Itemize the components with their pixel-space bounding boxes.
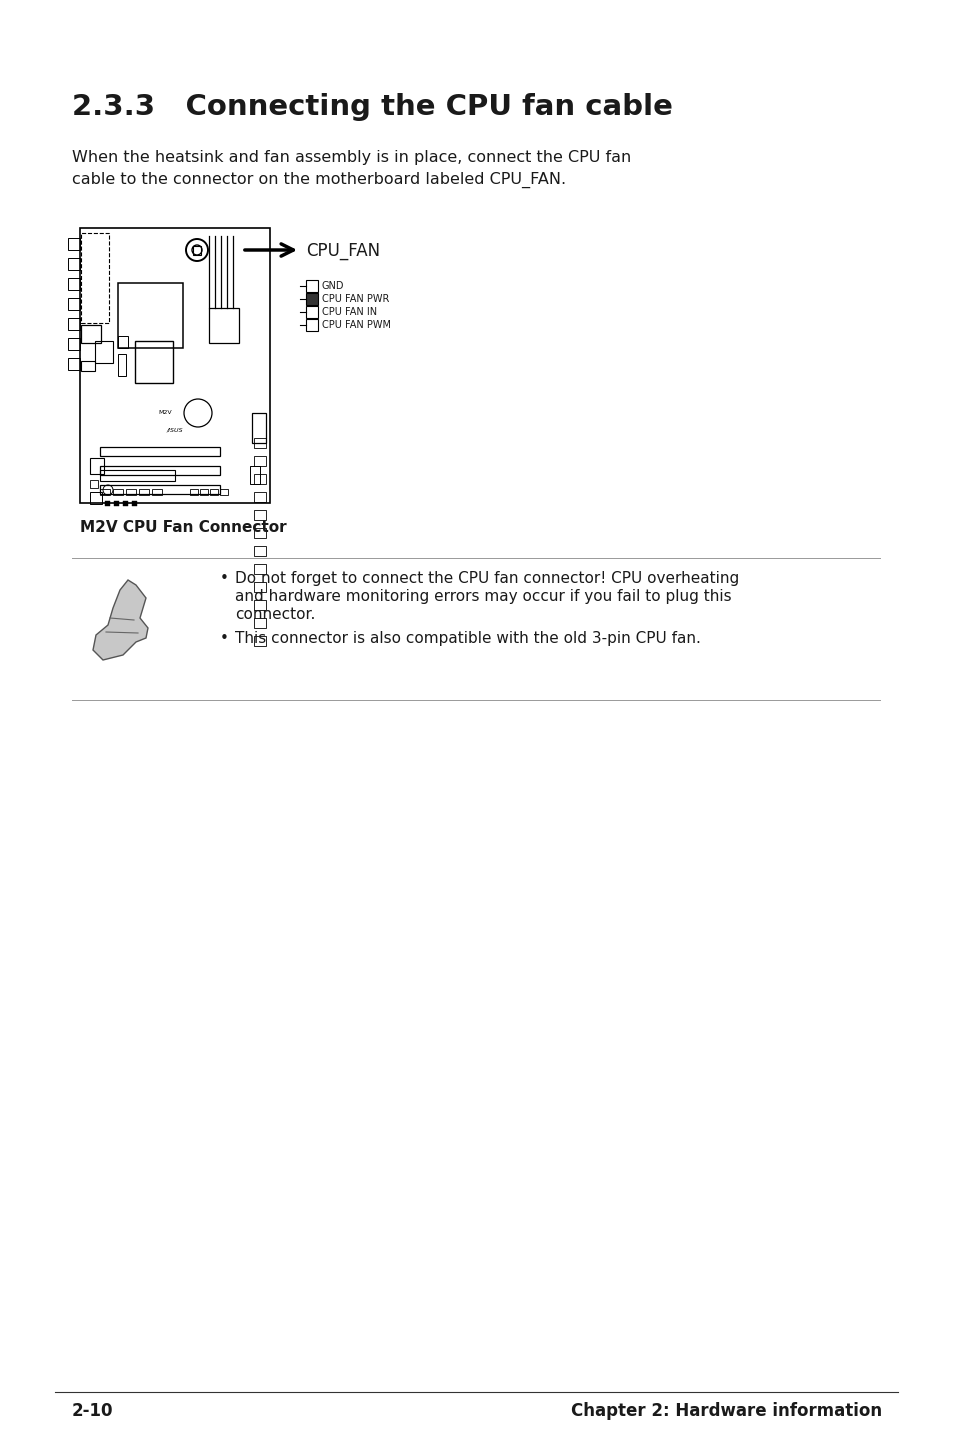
Bar — [118, 354, 126, 375]
Text: When the heatsink and fan assembly is in place, connect the CPU fan: When the heatsink and fan assembly is in… — [71, 150, 631, 165]
Text: GND: GND — [322, 280, 344, 290]
Bar — [81, 233, 109, 324]
Bar — [118, 283, 183, 348]
Text: /ISUS: /ISUS — [167, 427, 183, 433]
Bar — [253, 510, 266, 521]
Bar — [68, 257, 80, 270]
Bar — [95, 341, 112, 362]
Bar — [100, 485, 220, 495]
Text: Do not forget to connect the CPU fan connector! CPU overheating: Do not forget to connect the CPU fan con… — [234, 571, 739, 587]
Bar — [112, 489, 123, 495]
Text: cable to the connector on the motherboard labeled CPU_FAN.: cable to the connector on the motherboar… — [71, 173, 565, 188]
Bar — [90, 492, 102, 503]
Bar — [81, 325, 101, 344]
Bar — [113, 500, 119, 506]
Bar — [68, 358, 80, 370]
Bar — [100, 489, 110, 495]
Bar — [200, 489, 208, 495]
Bar — [139, 489, 149, 495]
Bar — [253, 564, 266, 574]
Bar — [252, 413, 266, 443]
Bar — [135, 341, 172, 383]
Bar — [253, 636, 266, 646]
Bar — [253, 439, 266, 449]
Bar — [68, 278, 80, 290]
Bar — [306, 280, 317, 292]
Bar — [123, 500, 128, 506]
Bar — [306, 319, 317, 331]
Bar — [306, 306, 317, 318]
Bar — [250, 466, 260, 485]
Bar — [118, 336, 128, 348]
Text: and hardware monitoring errors may occur if you fail to plug this: and hardware monitoring errors may occur… — [234, 590, 731, 604]
Bar — [80, 229, 270, 503]
Text: Chapter 2: Hardware information: Chapter 2: Hardware information — [570, 1402, 882, 1419]
Bar — [253, 475, 266, 485]
Bar — [253, 582, 266, 592]
Text: CPU FAN PWR: CPU FAN PWR — [322, 293, 389, 303]
Text: 2-10: 2-10 — [71, 1402, 113, 1419]
Bar — [90, 457, 104, 475]
Bar — [90, 480, 98, 487]
Bar — [253, 546, 266, 557]
Bar — [105, 500, 110, 506]
Bar — [306, 293, 317, 305]
Text: M2V CPU Fan Connector: M2V CPU Fan Connector — [80, 521, 286, 535]
Bar — [210, 489, 218, 495]
Bar — [152, 489, 162, 495]
Text: 2.3.3   Connecting the CPU fan cable: 2.3.3 Connecting the CPU fan cable — [71, 93, 672, 121]
Bar — [68, 318, 80, 329]
Text: This connector is also compatible with the old 3-pin CPU fan.: This connector is also compatible with t… — [234, 631, 700, 646]
Text: •: • — [220, 631, 229, 646]
Bar — [100, 447, 220, 456]
Text: •: • — [220, 571, 229, 587]
Bar — [253, 456, 266, 466]
Bar — [253, 492, 266, 502]
Bar — [253, 528, 266, 538]
Bar — [68, 298, 80, 311]
Text: CPU_FAN: CPU_FAN — [306, 242, 379, 260]
Bar — [126, 489, 136, 495]
Bar — [193, 246, 201, 255]
Polygon shape — [92, 580, 148, 660]
Bar — [132, 500, 137, 506]
Text: CPU FAN IN: CPU FAN IN — [322, 306, 376, 316]
Bar — [100, 470, 174, 480]
Bar — [220, 489, 228, 495]
Bar — [253, 618, 266, 628]
Text: connector.: connector. — [234, 607, 315, 623]
Text: CPU FAN PWM: CPU FAN PWM — [322, 321, 391, 329]
Bar — [68, 239, 80, 250]
Bar — [68, 338, 80, 349]
Bar — [100, 466, 220, 475]
Bar — [190, 489, 198, 495]
Bar — [209, 308, 239, 344]
Bar — [81, 361, 95, 371]
Text: M2V: M2V — [158, 410, 172, 416]
Bar — [253, 600, 266, 610]
